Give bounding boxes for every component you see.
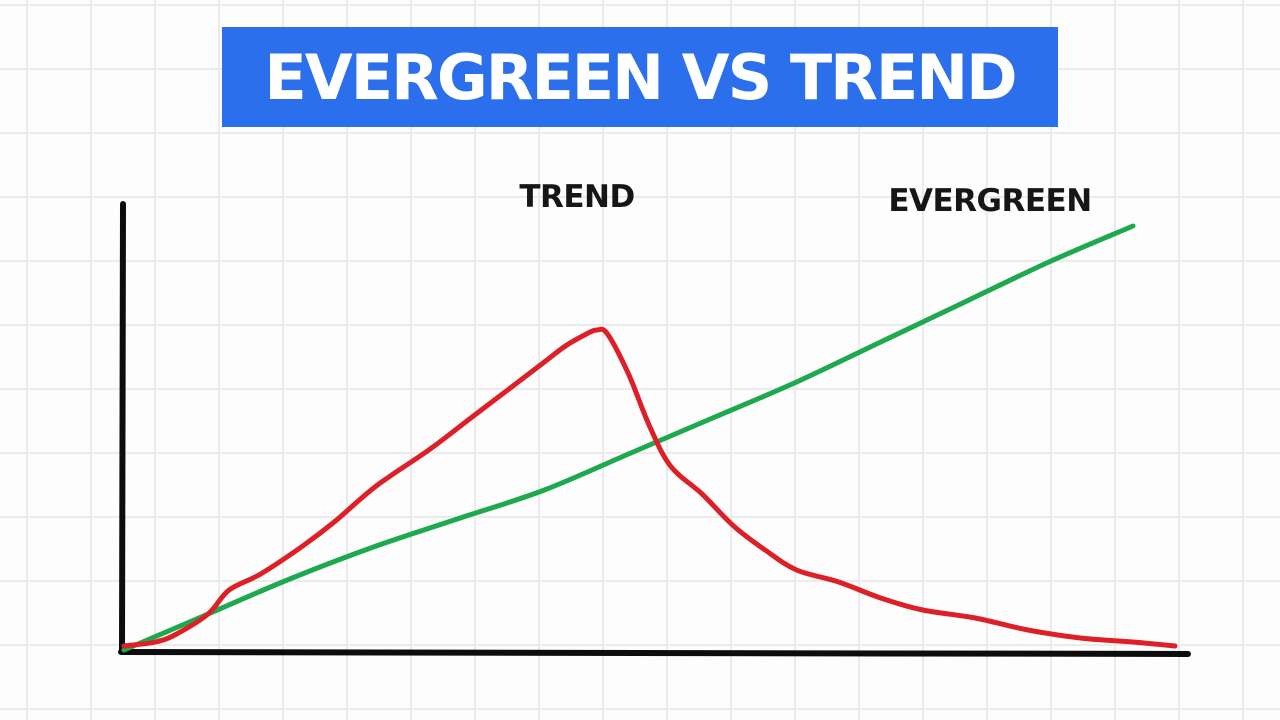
axes <box>118 201 1191 657</box>
y-axis-line <box>119 201 126 655</box>
series-label-trend: TREND <box>519 179 634 215</box>
series-lines <box>121 223 1178 653</box>
chart-title: EVERGREEN VS TREND <box>264 40 1017 114</box>
x-axis-line <box>118 649 1191 657</box>
series-label-evergreen: EVERGREEN <box>888 183 1091 219</box>
series-labels: EVERGREEN TREND <box>519 179 1092 219</box>
title-banner: EVERGREEN VS TREND <box>222 27 1058 127</box>
series-line-evergreen <box>121 223 1136 653</box>
series-line-trend <box>121 326 1178 649</box>
